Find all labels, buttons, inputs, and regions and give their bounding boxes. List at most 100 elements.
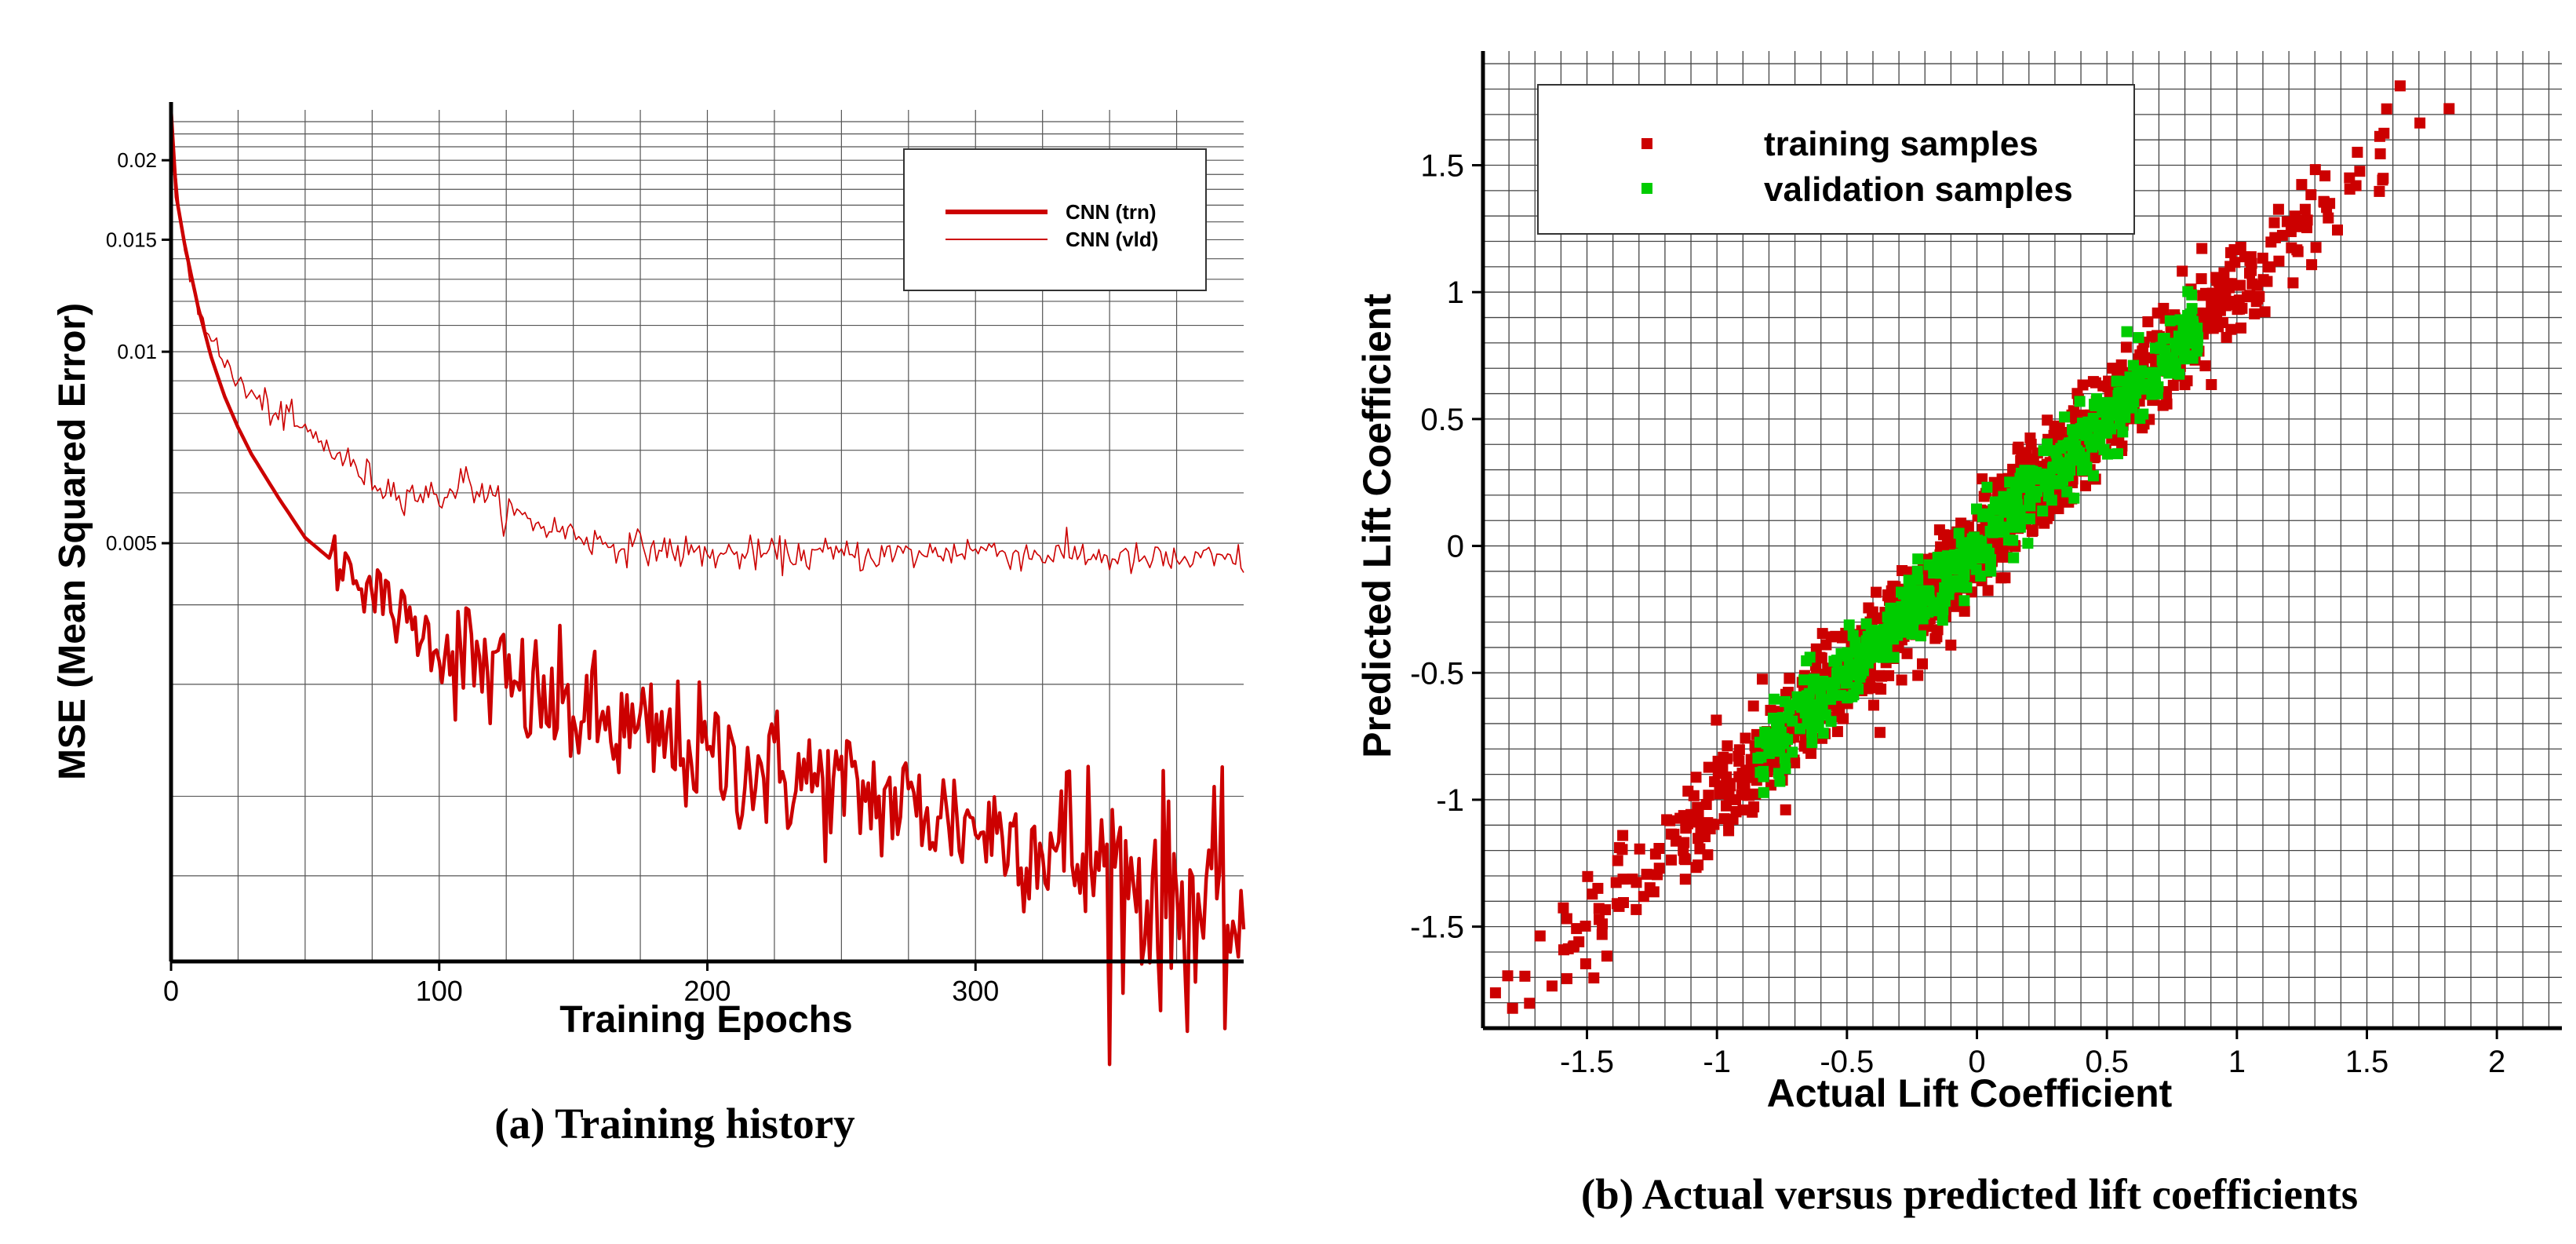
- tick-labels: -1.5 -1 -0.5 0 0.5 1 1.5 2 -1.5 -1 -0.5 0 0.5 1 1.5: [1410, 149, 2505, 1079]
- validation-point: [1906, 628, 1918, 640]
- training-point: [1630, 903, 1642, 915]
- training-point: [1688, 790, 1700, 801]
- training-point: [1742, 772, 1754, 783]
- validation-point: [2152, 381, 2164, 392]
- training-point: [2229, 257, 2241, 268]
- training-point: [2324, 198, 2336, 210]
- training-point: [1692, 833, 1704, 845]
- training-point: [1711, 714, 1722, 726]
- validation-point: [2080, 429, 2092, 441]
- validation-point: [2189, 337, 2201, 349]
- training-point: [2120, 341, 2132, 353]
- training-point: [1955, 517, 1967, 529]
- y-tick-label: 0.02: [117, 148, 157, 172]
- training-point: [1524, 998, 1536, 1009]
- x-tick-label: 0: [163, 975, 179, 1007]
- legend: training samples validation samples: [1537, 84, 2135, 235]
- x-tick-label: 100: [416, 975, 463, 1007]
- y-tick-label: -1: [1436, 783, 1464, 818]
- validation-point: [1801, 655, 1813, 666]
- training-point: [2301, 222, 2312, 234]
- validation-point: [2067, 444, 2079, 456]
- training-point: [1816, 628, 1828, 640]
- validation-point: [1784, 703, 1795, 715]
- training-point: [1912, 669, 1924, 681]
- training-point: [2152, 307, 2163, 319]
- validation-point: [1763, 747, 1775, 759]
- training-point: [2090, 377, 2101, 389]
- validation-point: [1815, 685, 1827, 697]
- training-point: [1562, 943, 1574, 954]
- training-point: [2374, 130, 2385, 142]
- training-point: [2027, 525, 2039, 536]
- validation-point: [1911, 565, 1923, 577]
- training-point: [1995, 572, 2007, 584]
- validation-point: [2007, 505, 2018, 517]
- validation-point: [1912, 574, 1924, 586]
- training-point: [2269, 232, 2281, 243]
- training-point: [2306, 259, 2318, 271]
- training-point: [2332, 224, 2343, 236]
- validation-point: [2087, 412, 2099, 424]
- validation-point: [2031, 486, 2042, 497]
- x-tick-label: 1: [2228, 1045, 2246, 1079]
- training-point: [1721, 771, 1733, 783]
- validation-point: [2090, 400, 2101, 412]
- training-point: [2377, 174, 2388, 186]
- validation-point: [1816, 699, 1828, 710]
- validation-point: [2074, 396, 2086, 407]
- validation-point: [2022, 538, 2034, 549]
- training-point: [1644, 882, 1656, 894]
- validation-point: [1885, 602, 1896, 614]
- y-tick-label: 0.01: [117, 340, 157, 363]
- training-point: [1740, 732, 1751, 744]
- training-point: [1721, 800, 1732, 812]
- training-point: [1901, 648, 1913, 659]
- validation-point: [1975, 571, 1987, 582]
- training-point: [2213, 321, 2224, 333]
- training-point: [2222, 278, 2234, 290]
- validation-point: [1759, 726, 1771, 738]
- validation-point: [1758, 771, 1769, 783]
- training-point: [1679, 874, 1691, 885]
- validation-point: [1883, 618, 1895, 629]
- training-point: [1929, 633, 1941, 644]
- training-point: [2090, 451, 2101, 463]
- training-point: [2268, 217, 2280, 228]
- validation-point: [2181, 330, 2192, 341]
- training-point: [1678, 845, 1689, 856]
- training-point: [2374, 185, 2385, 197]
- validation-point: [2150, 342, 2161, 354]
- training-point: [2195, 273, 2207, 285]
- training-point: [2257, 274, 2269, 286]
- validation-point: [2111, 375, 2123, 387]
- legend-label-trn: CNN (trn): [1066, 200, 1157, 224]
- training-point: [1579, 958, 1591, 969]
- validation-point: [2136, 365, 2148, 377]
- validation-point: [1798, 674, 1810, 686]
- y-axis-label: MSE (Mean Squared Error): [52, 303, 93, 780]
- y-tick-label: 0.5: [1420, 403, 1464, 437]
- y-tick-label: 1.5: [1420, 149, 1464, 184]
- validation-point: [2037, 505, 2049, 517]
- training-point: [2201, 323, 2213, 334]
- training-point: [2281, 216, 2293, 228]
- validation-point: [1875, 634, 1887, 646]
- validation-point: [2015, 467, 2027, 479]
- validation-point: [2089, 439, 2100, 451]
- x-tick-label: 200: [683, 975, 731, 1007]
- training-point: [2200, 287, 2211, 299]
- training-point: [1692, 859, 1704, 871]
- training-point: [1727, 813, 1739, 825]
- validation-point: [2164, 315, 2176, 327]
- validation-point: [2183, 316, 2195, 327]
- validation-point: [1851, 681, 1863, 693]
- validation-point: [2125, 385, 2137, 396]
- training-point: [1587, 888, 1598, 900]
- validation-point: [2017, 513, 2028, 524]
- training-point: [2199, 360, 2211, 372]
- training-point: [1502, 970, 1514, 982]
- validation-point: [1981, 481, 1993, 493]
- training-point: [1876, 670, 1888, 682]
- validation-point: [2081, 461, 2093, 473]
